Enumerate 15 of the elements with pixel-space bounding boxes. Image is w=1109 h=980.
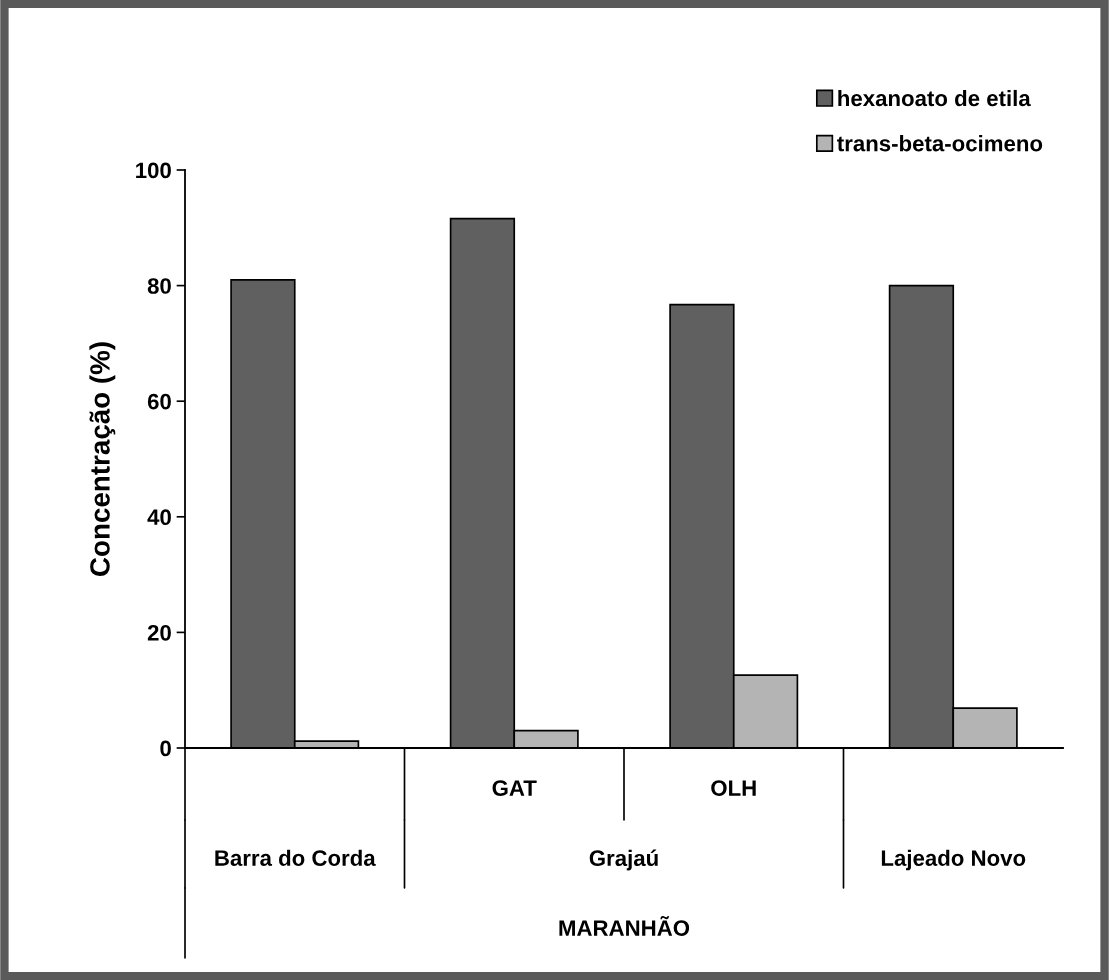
y-axis-title: Concentração (%)	[89, 342, 116, 576]
y-tick-label: 40	[147, 509, 171, 526]
text: Barra do Corda	[215, 849, 376, 866]
x-tick-label: GAT	[492, 780, 537, 796]
legend-label: hexanoato de etila	[838, 89, 1031, 107]
y-tick-label: 100	[136, 162, 171, 179]
y-tick-label: 60	[147, 393, 171, 410]
text: MARANHÃO	[559, 915, 690, 936]
x-tick-label: OLH	[711, 780, 756, 796]
text: Lajeado Novo	[881, 849, 1026, 871]
legend-label: trans-beta-ocimeno	[837, 135, 1043, 152]
text: Grajaú	[589, 849, 658, 871]
y-tick-label: 0	[160, 740, 171, 757]
y-tick-label: 80	[147, 278, 171, 294]
y-tick-label: 20	[147, 624, 171, 641]
